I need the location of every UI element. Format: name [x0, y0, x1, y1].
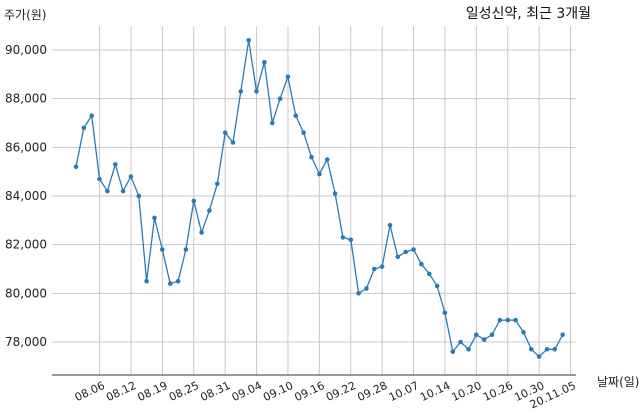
y-tick-label: 88,000	[5, 92, 47, 106]
data-point	[238, 89, 244, 94]
data-point	[277, 96, 283, 101]
data-point	[379, 264, 385, 269]
x-tick-label: 08.31	[198, 379, 232, 404]
data-point	[427, 271, 432, 277]
y-axis-label: 주가(원)	[4, 8, 46, 22]
data-point	[450, 349, 456, 355]
data-point	[120, 188, 126, 194]
x-tick-label: 09.28	[355, 379, 389, 404]
data-point	[160, 247, 165, 252]
data-point	[81, 125, 87, 131]
data-point	[175, 278, 181, 284]
data-point	[89, 113, 94, 118]
data-point	[317, 171, 322, 177]
data-point	[466, 347, 471, 352]
data-point	[489, 332, 495, 338]
data-point	[521, 330, 526, 335]
data-point	[529, 347, 534, 352]
data-point	[348, 237, 354, 243]
data-point	[262, 59, 267, 65]
data-point	[434, 283, 440, 289]
data-point	[183, 247, 189, 252]
x-tick-label: 09.10	[261, 379, 295, 404]
data-point	[136, 193, 142, 199]
x-tick-label: 08.19	[136, 379, 170, 404]
data-point	[285, 74, 291, 80]
data-point	[403, 249, 409, 255]
data-point	[458, 339, 463, 345]
data-point	[505, 317, 511, 323]
price-points	[73, 38, 565, 359]
data-point	[544, 347, 550, 352]
x-tick-label: 08.06	[73, 379, 107, 404]
data-point	[152, 215, 157, 221]
x-tick-label: 10.26	[481, 379, 515, 404]
y-tick-label: 84,000	[5, 189, 47, 203]
x-tick-label: 08.12	[104, 379, 138, 404]
data-point	[105, 188, 110, 194]
data-point	[270, 120, 275, 126]
x-tick-label: 08.25	[167, 379, 201, 404]
data-point	[324, 157, 330, 162]
data-point	[254, 89, 259, 94]
x-axis-label: 날짜(일)	[597, 375, 639, 389]
x-tick-label: 09.16	[293, 379, 327, 404]
data-point	[215, 181, 220, 187]
data-point	[128, 174, 134, 179]
data-point	[246, 38, 251, 43]
data-point	[364, 286, 369, 291]
x-tick-label: 10.14	[418, 379, 452, 404]
data-point	[536, 354, 542, 359]
x-tick-labels: 08.0608.1208.1908.2508.3109.0409.1009.16…	[73, 379, 578, 411]
data-point	[97, 176, 102, 182]
data-point	[442, 310, 448, 316]
data-point	[497, 317, 503, 323]
data-point	[513, 317, 518, 323]
data-point	[167, 281, 173, 286]
data-point	[301, 130, 306, 135]
y-tick-label: 86,000	[5, 140, 47, 154]
y-tick-labels: 78,000 80,000 82,000 84,000 86,000 88,000 90,0…	[5, 43, 47, 349]
data-point	[481, 337, 487, 342]
data-point	[73, 164, 79, 170]
x-tick-label: 10.20	[450, 379, 484, 404]
x-tick-label: 09.04	[230, 379, 264, 404]
data-point	[222, 130, 228, 135]
y-tick-label: 78,000	[5, 335, 47, 349]
data-point	[332, 191, 338, 196]
data-point	[230, 140, 236, 145]
data-point	[552, 347, 558, 352]
data-point	[474, 332, 479, 338]
data-point	[309, 154, 314, 160]
data-point	[144, 278, 149, 284]
chart-title: 일성신약, 최근 3개월	[466, 6, 591, 22]
data-point	[419, 261, 424, 267]
data-point	[387, 222, 393, 228]
data-point	[411, 247, 416, 252]
y-tick-label: 80,000	[5, 286, 47, 300]
data-point	[395, 254, 401, 260]
data-point	[356, 291, 361, 296]
y-tick-label: 90,000	[5, 43, 47, 57]
data-point	[207, 208, 212, 213]
data-point	[199, 230, 204, 235]
x-tick-label: 10.07	[387, 379, 421, 404]
vertical-gridlines	[99, 26, 572, 375]
data-point	[560, 332, 565, 338]
y-tick-label: 82,000	[5, 238, 47, 252]
data-point	[293, 113, 299, 118]
data-point	[372, 266, 377, 272]
data-point	[113, 162, 118, 167]
horizontal-gridlines	[52, 49, 576, 343]
x-tick-label: 09.22	[324, 379, 358, 404]
data-point	[191, 198, 197, 204]
data-point	[340, 235, 346, 240]
